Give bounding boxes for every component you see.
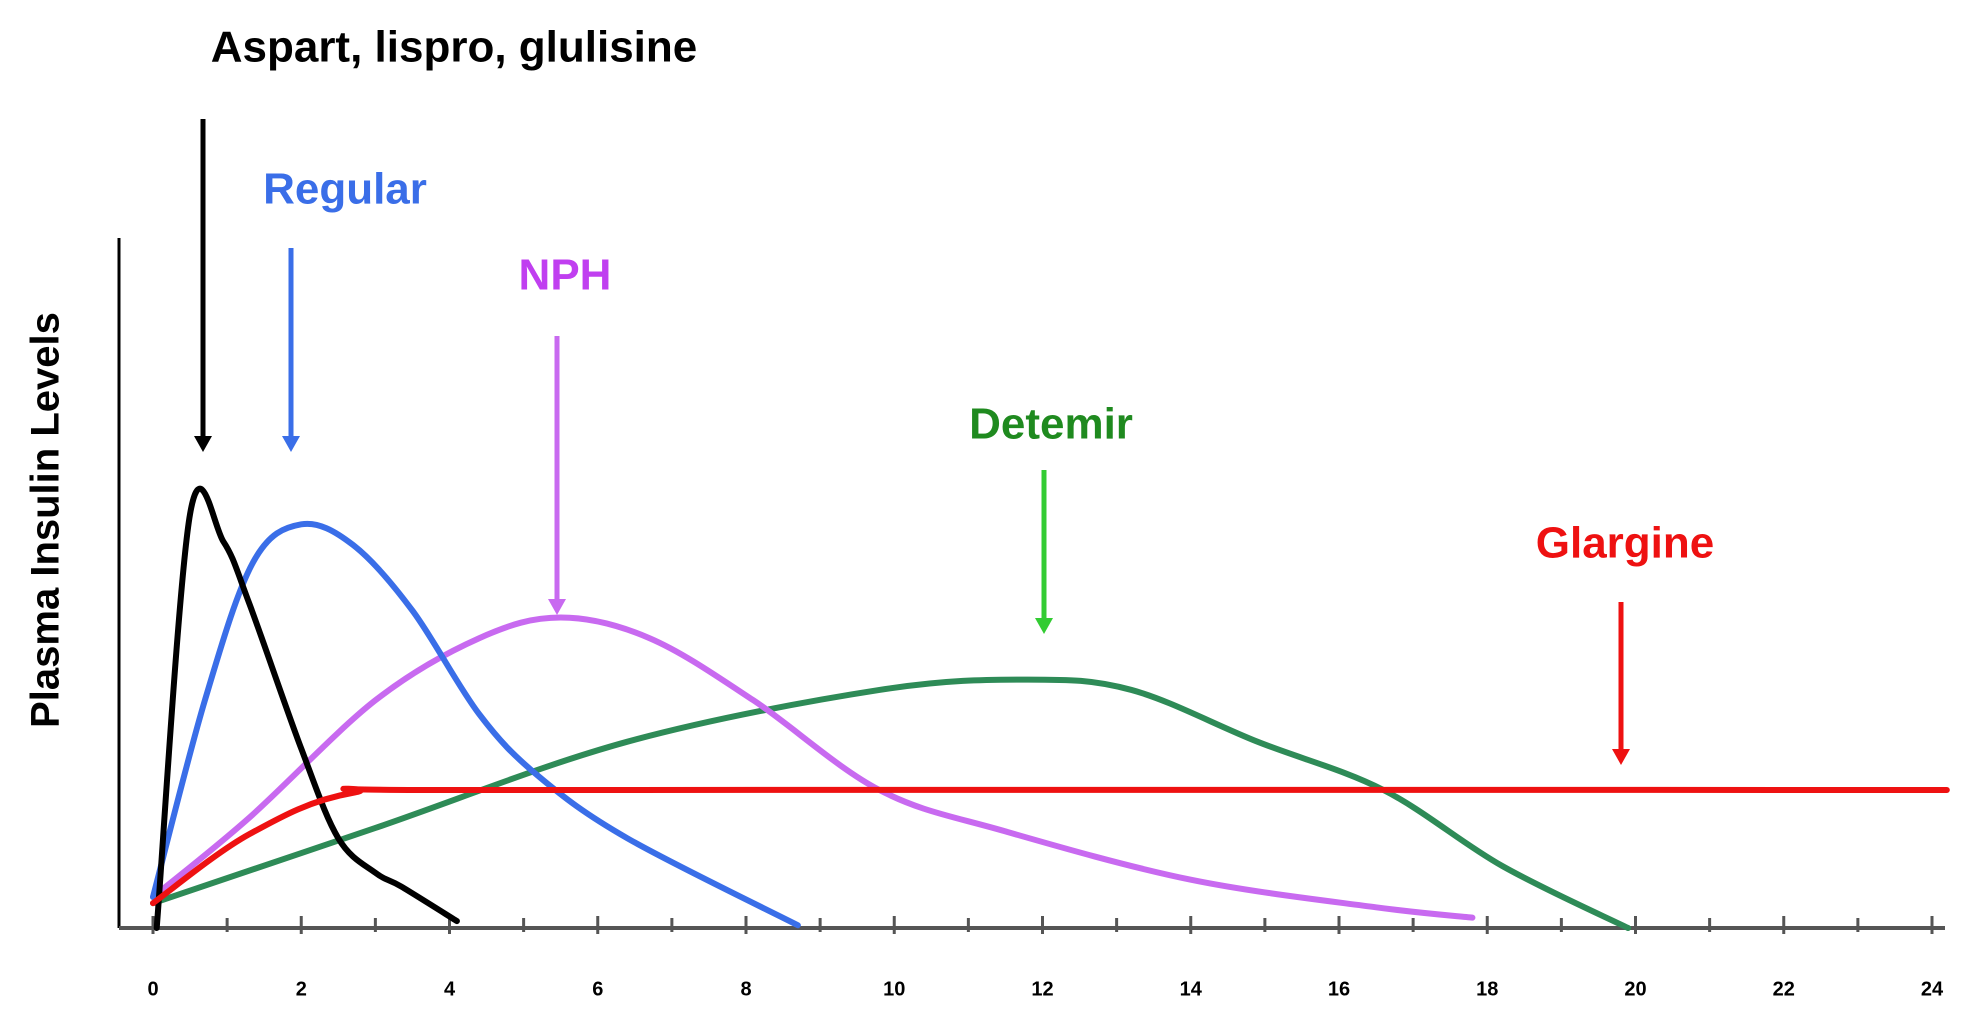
x-tick-label: 10: [883, 978, 905, 1000]
x-tick-label: 24: [1921, 978, 1944, 1000]
x-tick-label: 14: [1180, 978, 1203, 1000]
x-tick-label: 0: [147, 978, 158, 1000]
series-line: [150, 520, 801, 929]
x-tick-label: 4: [444, 978, 456, 1000]
series-label: Glargine: [1536, 519, 1715, 568]
series-label: Regular: [263, 165, 427, 214]
x-tick-label: 16: [1328, 978, 1350, 1000]
label-arrowhead: [282, 436, 300, 452]
x-tick-label: 22: [1773, 978, 1795, 1000]
label-arrowhead: [548, 599, 566, 615]
label-arrowhead: [194, 436, 212, 452]
series-line: [150, 676, 1632, 931]
series-line: [153, 485, 460, 931]
x-tick-label: 6: [592, 978, 603, 1000]
label-arrowhead: [1035, 618, 1053, 634]
series-line: [150, 785, 1950, 907]
series-label: NPH: [519, 251, 612, 300]
series-label: Aspart, lispro, glulisine: [211, 23, 698, 72]
label-arrowhead: [1612, 749, 1630, 765]
x-tick-label: 12: [1031, 978, 1053, 1000]
x-tick-label: 20: [1624, 978, 1646, 1000]
y-axis-label: Plasma Insulin Levels: [24, 312, 68, 728]
series-line: [150, 614, 1476, 921]
x-tick-label: 18: [1476, 978, 1498, 1000]
series-label: Detemir: [969, 400, 1133, 449]
x-tick-label: 8: [740, 978, 751, 1000]
x-tick-label: 2: [296, 978, 307, 1000]
